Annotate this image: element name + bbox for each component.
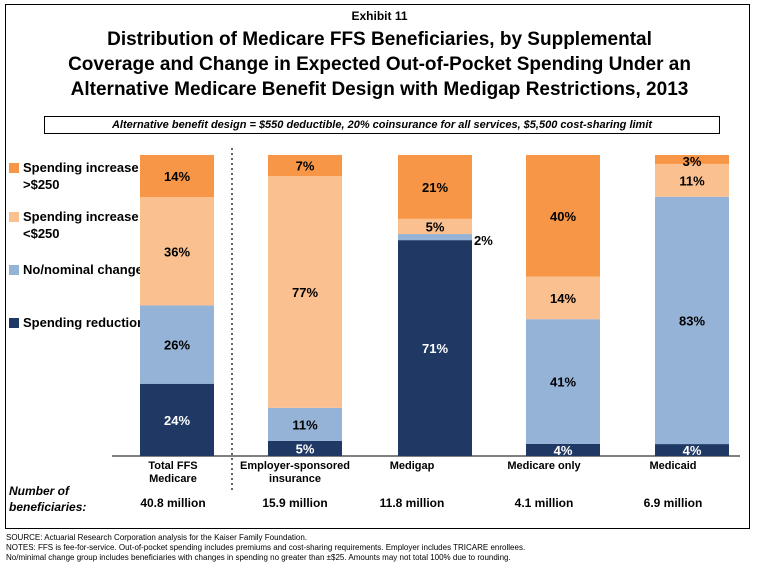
data-label-total-reduction: 24% xyxy=(164,413,190,428)
bar-medigap-reduction xyxy=(398,240,472,456)
beneficiaries-medicare-only: 4.1 million xyxy=(514,496,574,510)
beneficiaries-medigap: 11.8 million xyxy=(379,496,445,510)
data-label-employer-increase-small: 77% xyxy=(292,285,318,300)
beneficiaries-total: 40.8 million xyxy=(140,496,206,510)
chart-subtitle: Alternative benefit design = $550 deduct… xyxy=(44,116,720,134)
bar-total-no-change xyxy=(140,305,214,384)
bar-medicaid-no-change xyxy=(655,196,729,445)
bar-medicaid-reduction xyxy=(655,444,729,456)
legend-swatch-increase-large xyxy=(9,163,19,173)
data-label-total-no-change: 26% xyxy=(164,338,190,353)
data-label-medigap-increase-small: 5% xyxy=(426,219,445,234)
exhibit-label: Exhibit 11 xyxy=(351,9,408,23)
chart-frame xyxy=(5,4,750,529)
category-label-medicaid: Medicaid xyxy=(649,460,697,472)
bar-employer-increase-small xyxy=(268,176,342,408)
data-label-medicare-only-increase-large: 40% xyxy=(550,209,576,224)
footnotes: SOURCE: Actuarial Research Corporation a… xyxy=(6,533,525,563)
beneficiaries-employer: 15.9 million xyxy=(262,496,328,510)
notes-line-2: No/minimal change group includes benefic… xyxy=(6,553,511,562)
bar-medicare-only-increase-large xyxy=(526,155,600,277)
data-label-medicare-only-increase-small: 14% xyxy=(550,291,576,306)
data-label-medicaid-reduction: 4% xyxy=(683,443,702,458)
title-line-3: Alternative Medicare Benefit Design with… xyxy=(70,79,689,100)
category-label-medigap: Medigap xyxy=(389,460,435,472)
data-label-medigap-reduction: 71% xyxy=(422,341,448,356)
notes-line-1: NOTES: FFS is fee-for-service. Out-of-po… xyxy=(6,543,526,552)
legend-label-no-change: No/nominal change xyxy=(23,262,143,277)
category-label-medicare-only: Medicare only xyxy=(507,460,581,472)
bar-medicare-only-increase-small xyxy=(526,276,600,320)
bar-employer-no-change xyxy=(268,407,342,441)
legend-swatch-increase-small xyxy=(9,212,19,222)
legend-label-increase-small: Spending increase <$250 xyxy=(23,209,139,241)
data-label-medicaid-increase-large: 3% xyxy=(683,154,702,169)
data-label-medicaid-increase-small: 11% xyxy=(679,173,705,188)
bar-medigap-no-change xyxy=(398,234,472,241)
bar-medicare-only-reduction xyxy=(526,443,600,456)
title-line-2: Coverage and Change in Expected Out-of-P… xyxy=(68,54,691,75)
beneficiaries-label: Number of beneficiaries: xyxy=(9,484,87,514)
bar-medicare-only-no-change xyxy=(526,319,600,444)
bar-medicaid-increase-small xyxy=(655,163,729,197)
legend-label-reduction: Spending reduction xyxy=(23,315,146,330)
data-label-employer-no-change: 11% xyxy=(292,417,318,432)
source-note: SOURCE: Actuarial Research Corporation a… xyxy=(6,533,308,542)
bar-medigap-increase-small xyxy=(398,218,472,235)
bar-medigap-increase-large xyxy=(398,155,472,219)
data-label-employer-reduction: 5% xyxy=(296,441,315,456)
data-label-employer-increase-large: 7% xyxy=(296,159,315,174)
bar-employer-increase-large xyxy=(268,155,342,177)
bar-total-increase-small xyxy=(140,197,214,306)
category-label-employer: Employer-sponsored insurance xyxy=(239,460,351,485)
category-label-total: Total FFS Medicare xyxy=(148,460,198,485)
chart-title: Distribution of Medicare FFS Beneficiari… xyxy=(10,27,749,102)
data-label-medigap-increase-large: 21% xyxy=(422,180,448,195)
legend-swatch-no-change xyxy=(9,265,19,275)
data-label-medicare-only-reduction: 4% xyxy=(554,443,573,458)
data-label-total-increase-large: 14% xyxy=(164,169,190,184)
bar-total-increase-large xyxy=(140,155,214,198)
bars-group: 24% 26% 36% 14% 5% 11% 77% 7% 71% 2% 5% 21% 4% 41% 14%… xyxy=(140,154,729,458)
bar-medicaid-increase-large xyxy=(655,155,729,164)
legend-swatch-reduction xyxy=(9,318,19,328)
beneficiaries-medicaid: 6.9 million xyxy=(643,496,703,510)
bar-total-reduction xyxy=(140,383,214,456)
data-label-total-increase-small: 36% xyxy=(164,244,190,259)
data-label-medigap-no-change: 2% xyxy=(474,233,493,248)
title-line-1: Distribution of Medicare FFS Beneficiari… xyxy=(107,29,652,50)
legend-label-increase-large: Spending increase >$250 xyxy=(23,160,139,192)
data-label-medicaid-no-change: 83% xyxy=(679,313,705,328)
data-label-medicare-only-no-change: 41% xyxy=(550,375,576,390)
bar-employer-reduction xyxy=(268,440,342,456)
